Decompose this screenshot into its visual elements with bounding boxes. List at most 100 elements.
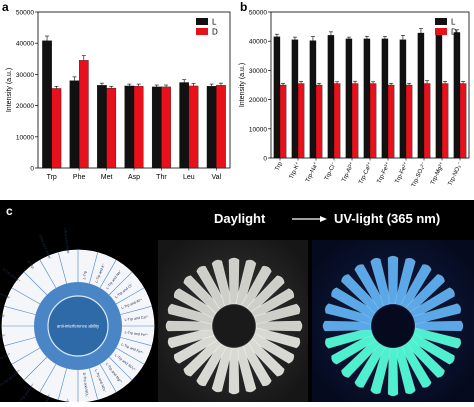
bar-D-1 — [78, 60, 89, 169]
tube — [409, 287, 455, 319]
y-tick-label: 30000 — [249, 68, 267, 75]
tube — [341, 338, 381, 378]
bar-L-0 — [42, 40, 52, 169]
wheel-divider — [99, 260, 117, 289]
tube — [354, 342, 386, 388]
tube — [173, 333, 218, 364]
bar-L-2 — [97, 85, 107, 169]
tube — [370, 345, 392, 395]
uv-title: UV-light (365 nm) — [334, 211, 441, 226]
tube — [167, 303, 215, 325]
x-tick-label: Trp-Cl⁻ — [324, 161, 338, 181]
bar-L-8 — [417, 32, 425, 159]
tube — [412, 327, 462, 349]
wheel-divider — [89, 368, 98, 400]
wheel-divider — [58, 252, 67, 284]
tube — [394, 257, 416, 307]
wheel-label: D-Trp and Fe²⁺ — [17, 383, 35, 402]
bar-D-6 — [387, 84, 395, 159]
y-axis-label: Intensity (a.u.) — [239, 63, 246, 107]
bar-D-2 — [315, 84, 323, 159]
tube — [255, 320, 303, 332]
photo-illustration: L-Trp L-Trp and K⁺ L-Trp and Na⁺L-Trp and … — [0, 216, 474, 407]
tube — [241, 342, 272, 387]
tube — [253, 303, 301, 325]
tube — [370, 257, 392, 307]
x-tick-label: Trp-Mg²⁺ — [429, 161, 446, 186]
tube — [324, 303, 374, 325]
tube — [165, 320, 213, 332]
bar-D-2 — [106, 87, 117, 169]
x-tick-label: Trp-Na⁺ — [304, 161, 319, 184]
wheel-divider — [58, 368, 67, 400]
tube — [405, 274, 445, 314]
bar-L-1 — [69, 80, 80, 169]
bar-L-4 — [151, 86, 162, 169]
y-tick-label: 10000 — [249, 126, 267, 133]
tube — [387, 347, 399, 397]
wheel-label: L-Trp — [82, 271, 87, 280]
uv-tube-ring — [322, 255, 464, 397]
bar-D-3 — [133, 86, 144, 169]
wheel-label: D-Trp and Al³⁺ — [0, 334, 6, 341]
x-tick-label: Met — [101, 174, 113, 181]
daylight-title: Daylight — [214, 211, 266, 226]
ring-hole — [213, 305, 255, 347]
bar-L-10 — [453, 32, 461, 159]
bar-D-8 — [423, 83, 431, 159]
tube — [228, 347, 240, 395]
wheel-divider — [39, 260, 57, 289]
x-tick-label: Phe — [73, 174, 86, 181]
wheel-divider — [12, 287, 41, 305]
legend-swatch-D — [196, 28, 208, 35]
daylight-tube-ring — [165, 257, 303, 395]
tube — [183, 338, 222, 377]
tube — [246, 275, 285, 314]
wheel-label: D-Trp and NO₃⁻ — [82, 372, 89, 398]
y-tick-label: 40000 — [16, 41, 34, 48]
wheel-label: D-Trp and Fe³⁺ — [0, 369, 21, 387]
tube — [354, 264, 386, 310]
chart-a: 0 10000 20000 30000 40000 50000 Intensity (a.u… — [6, 10, 231, 181]
x-tick-label: Trp-Fe³⁺ — [376, 161, 392, 185]
tube — [250, 288, 295, 319]
wheel-divider — [24, 272, 48, 296]
y-tick-label: 50000 — [249, 10, 267, 17]
y-tick-label: 20000 — [249, 97, 267, 104]
tube — [211, 259, 233, 307]
bar-L-3 — [327, 35, 335, 159]
wheel-core — [47, 295, 109, 357]
wheel-label: D-Trp — [26, 260, 35, 270]
bar-D-9 — [441, 83, 449, 159]
tube — [241, 265, 272, 310]
photo-panel: L-Trp L-Trp and K⁺ L-Trp and Na⁺ L-Trp and … — [0, 200, 474, 407]
x-tick-label: Thr — [156, 174, 167, 181]
bar-D-7 — [405, 84, 413, 159]
tube — [196, 265, 227, 310]
bar-L-6 — [206, 86, 217, 169]
bar-L-3 — [124, 85, 135, 169]
legend-swatch-D — [435, 28, 447, 35]
y-tick-label: 30000 — [16, 72, 34, 79]
bar-L-0 — [273, 36, 281, 159]
tube — [412, 303, 462, 325]
legend-label-D: D — [451, 28, 457, 37]
y-axis-label: Intensity (a.u.) — [6, 68, 13, 112]
bar-D-3 — [333, 83, 341, 159]
bar-L-5 — [179, 82, 190, 169]
y-tick-label: 40000 — [249, 39, 267, 46]
bar-D-0 — [51, 88, 62, 169]
y-tick-label: 10000 — [16, 134, 34, 141]
y-tick-label: 0 — [30, 166, 34, 173]
x-tick-label: Trp — [47, 174, 57, 181]
tube — [183, 275, 222, 314]
tube — [246, 338, 285, 377]
y-tick-label: 50000 — [16, 10, 34, 17]
bar-D-5 — [369, 83, 377, 159]
x-tick-label: Trp-SO₄²⁻ — [411, 161, 428, 188]
tube — [405, 338, 445, 378]
tube — [253, 327, 301, 349]
wheel-divider — [115, 287, 144, 305]
bar-L-7 — [399, 39, 407, 159]
tube — [196, 342, 227, 387]
